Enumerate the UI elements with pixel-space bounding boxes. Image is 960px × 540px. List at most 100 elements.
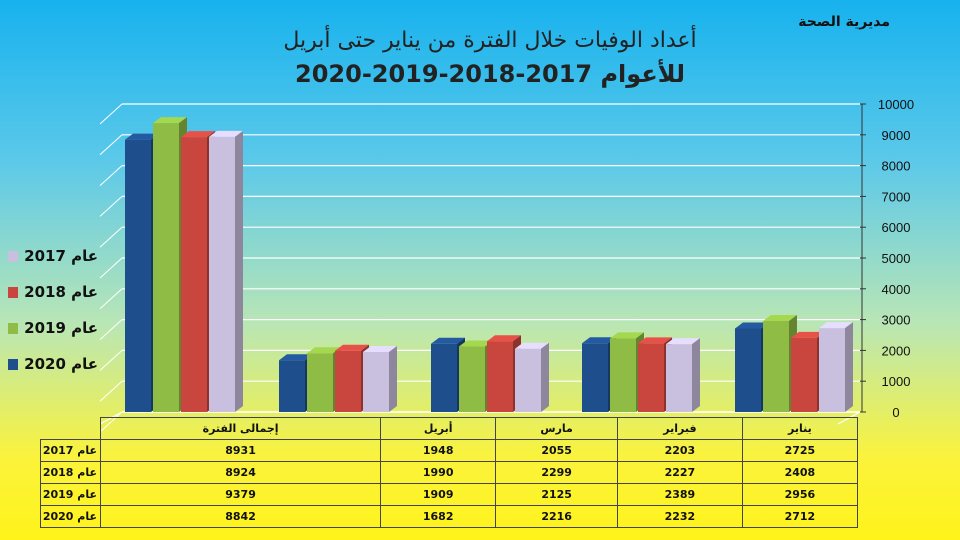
bar [515, 348, 541, 412]
bar [582, 343, 608, 412]
y-tick-label: 2000 [882, 343, 911, 358]
table-cell: 1682 [380, 505, 497, 528]
bar [125, 139, 151, 413]
y-tick-label: 5000 [882, 251, 911, 266]
table-column-header: مارس [495, 417, 619, 440]
bar [459, 346, 485, 412]
bar [209, 136, 235, 412]
bar-top [610, 332, 644, 339]
bar-top [279, 354, 313, 361]
y-tick-label: 9000 [882, 128, 911, 143]
table-cell: 1948 [380, 439, 497, 462]
bar-top [582, 337, 616, 344]
legend-item: عام 2017 [8, 238, 98, 274]
table-cell: 2408 [741, 461, 859, 484]
table-cell: 2299 [495, 461, 619, 484]
bar [638, 343, 664, 412]
y-tick-label: 6000 [882, 220, 911, 235]
bar [153, 123, 179, 412]
bar-top [791, 331, 825, 338]
bar-side [845, 322, 853, 412]
gridline-depth [99, 103, 123, 125]
table-cell: 9379 [99, 483, 382, 506]
bar-top [487, 335, 521, 342]
y-tick-label: 3000 [882, 313, 911, 328]
legend-item: عام 2018 [8, 274, 98, 310]
bar-side [692, 338, 700, 412]
legend-label: عام 2019 [24, 319, 98, 337]
bar [666, 344, 692, 412]
y-tick-label: 1000 [882, 374, 911, 389]
bar-top [153, 117, 187, 124]
gridline-depth [99, 288, 123, 310]
gridline-depth [99, 165, 123, 186]
legend-label: عام 2020 [24, 355, 98, 373]
bar-top [431, 337, 465, 344]
table-cell: 8931 [99, 439, 382, 462]
bar-top [763, 314, 797, 321]
table-row-label: عام 2020 [40, 505, 101, 528]
y-tick-label: 8000 [882, 159, 911, 174]
table-column-header: أبريل [380, 417, 497, 440]
y-tick-label: 0 [892, 405, 899, 420]
legend-item: عام 2020 [8, 346, 98, 382]
table-cell: 1909 [380, 483, 497, 506]
bar [431, 343, 457, 412]
bar-top [363, 346, 397, 353]
bar [763, 320, 789, 412]
bar-top [638, 337, 672, 344]
table-cell: 2956 [741, 483, 859, 506]
bar-side [541, 342, 549, 412]
y-tick-label: 4000 [882, 282, 911, 297]
bar-top [125, 133, 159, 140]
bar [487, 341, 513, 412]
table-cell: 8924 [99, 461, 382, 484]
legend-label: عام 2018 [24, 283, 98, 301]
table-row-label: عام 2018 [40, 461, 101, 484]
table-row: عام 2020 8842 1682 2216 2232 2712 [40, 505, 859, 528]
data-table: إجمالى الفترة أبريل مارس فبراير يناير عام 20… [40, 417, 859, 528]
table-header-row: إجمالى الفترة أبريل مارس فبراير يناير [41, 417, 859, 440]
bar-side [389, 346, 397, 412]
table-cell: 2389 [617, 483, 743, 506]
table-cell: 2216 [495, 505, 619, 528]
legend-swatch [8, 286, 19, 298]
bar-top [459, 340, 493, 347]
bar [181, 137, 207, 412]
bar [791, 337, 817, 412]
bar-top [307, 347, 341, 354]
table-row-label: عام 2019 [40, 483, 101, 506]
table-row: عام 2018 8924 1990 2299 2227 2408 [40, 461, 859, 484]
bar-top [515, 342, 549, 349]
legend-swatch [8, 358, 19, 370]
bar [819, 328, 845, 412]
bar-top [666, 338, 700, 345]
chart-title-line1: أعداد الوفيات خلال الفترة من يناير حتى أ… [283, 28, 697, 53]
table-cell: 2712 [741, 505, 859, 528]
gridline-depth [99, 196, 123, 217]
table-cell: 2203 [617, 439, 743, 462]
gridline-depth [99, 257, 123, 279]
table-corner [41, 418, 101, 440]
table-cell: 2125 [495, 483, 619, 506]
legend-label: عام 2017 [24, 247, 98, 265]
bar-top [819, 322, 853, 329]
gridline-depth [99, 226, 123, 248]
bar [610, 338, 636, 412]
bar [279, 360, 305, 412]
gridline-depth [99, 134, 123, 156]
bar [335, 350, 361, 412]
y-tick-label: 7000 [882, 189, 911, 204]
bar-top [209, 130, 243, 137]
table-column-header: يناير [741, 417, 859, 440]
table-cell: 1990 [380, 461, 497, 484]
gridline-depth [99, 350, 123, 371]
gridline-depth [99, 319, 123, 340]
bar-top [735, 322, 769, 329]
bar-top [335, 344, 369, 351]
legend-item: عام 2019 [8, 310, 98, 346]
bar [363, 352, 389, 412]
chart-title-line2: للأعوام 2017-2018-2019-2020 [295, 60, 685, 88]
table-column-header: فبراير [617, 417, 743, 440]
